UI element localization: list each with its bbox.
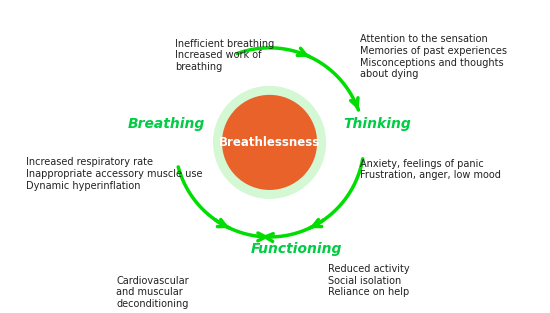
Text: Inefficient breathing
Increased work of
breathing: Inefficient breathing Increased work of … xyxy=(175,39,274,72)
Circle shape xyxy=(214,87,326,198)
Text: Functioning: Functioning xyxy=(251,242,342,256)
Text: Anxiety, feelings of panic
Frustration, anger, low mood: Anxiety, feelings of panic Frustration, … xyxy=(360,159,500,180)
Text: Cardiovascular
and muscular
deconditioning: Cardiovascular and muscular deconditioni… xyxy=(117,276,189,309)
Text: Breathing: Breathing xyxy=(128,117,205,131)
Text: Reduced activity
Social isolation
Reliance on help: Reduced activity Social isolation Relian… xyxy=(328,264,410,297)
Text: Breathlessness: Breathlessness xyxy=(219,136,320,149)
Circle shape xyxy=(223,95,316,189)
Text: Thinking: Thinking xyxy=(344,117,411,131)
Text: Increased respiratory rate
Inappropriate accessory muscle use
Dynamic hyperinfla: Increased respiratory rate Inappropriate… xyxy=(26,157,203,191)
Text: Attention to the sensation
Memories of past experiences
Misconceptions and thoug: Attention to the sensation Memories of p… xyxy=(360,34,507,79)
